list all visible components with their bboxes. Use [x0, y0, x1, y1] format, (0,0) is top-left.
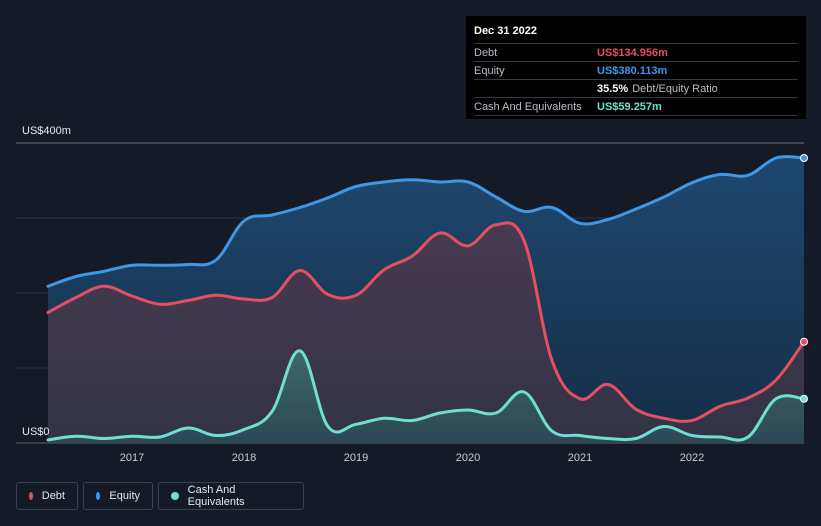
- debt-end-point[interactable]: [800, 337, 808, 346]
- cash-area: [48, 350, 804, 443]
- legend-item-cash[interactable]: Cash And Equivalents: [158, 482, 304, 510]
- legend-equity-label: Equity: [109, 490, 140, 502]
- legend-cash-dot: [171, 492, 179, 500]
- tooltip-ratio-text: Debt/Equity Ratio: [632, 82, 718, 95]
- equity-end-point[interactable]: [800, 154, 808, 162]
- tooltip-cash-value: US$59.257m: [597, 100, 662, 113]
- legend-equity-dot: [96, 492, 101, 500]
- legend-debt-label: Debt: [41, 490, 65, 502]
- tooltip-row-cash: Cash And Equivalents US$59.257m: [474, 97, 798, 116]
- x-tick-label: 2020: [456, 452, 480, 464]
- legend-item-equity[interactable]: Equity: [83, 482, 153, 510]
- tooltip-debt-value: US$134.956m: [597, 46, 668, 59]
- tooltip-date: Dec 31 2022: [474, 25, 537, 37]
- series-end-markers: [800, 154, 808, 403]
- x-tick-label: 2022: [680, 452, 704, 464]
- tooltip-row-debt: Debt US$134.956m: [474, 43, 798, 61]
- cash-line: [46, 349, 806, 442]
- legend-debt-dot: [29, 492, 33, 500]
- legend-item-debt[interactable]: Debt: [16, 482, 78, 510]
- series-areas: [48, 156, 804, 443]
- y-tick-label-min: US$0: [22, 426, 50, 438]
- legend-cash-label: Cash And Equivalents: [187, 484, 245, 508]
- x-tick-label: 2019: [344, 452, 368, 464]
- tooltip-cash-label: Cash And Equivalents: [474, 100, 582, 113]
- tooltip-row-ratio: 35.5% Debt/Equity Ratio: [474, 79, 798, 97]
- tooltip-equity-value: US$380.113m: [597, 64, 668, 77]
- debt-line: [46, 221, 806, 423]
- x-tick-label: 2018: [232, 452, 256, 464]
- x-tick-label: 2017: [120, 452, 144, 464]
- debt-area: [48, 222, 804, 443]
- y-tick-label-max: US$400m: [22, 125, 71, 137]
- series-lines: [46, 155, 806, 442]
- tooltip-debt-label: Debt: [474, 46, 498, 59]
- tooltip-equity-label: Equity: [474, 64, 505, 77]
- cash-end-point[interactable]: [800, 394, 808, 403]
- tooltip-panel: Dec 31 2022 Debt US$134.956m Equity US$3…: [466, 16, 806, 119]
- tooltip-ratio-value: 35.5%: [597, 82, 629, 95]
- equity-line: [46, 155, 806, 288]
- axis-labels: 2017 2018 2019 2020 2021 2022 US$0 US$400m: [22, 125, 704, 464]
- tooltip-row-equity: Equity US$380.113m: [474, 61, 798, 79]
- x-tick-label: 2021: [568, 452, 592, 464]
